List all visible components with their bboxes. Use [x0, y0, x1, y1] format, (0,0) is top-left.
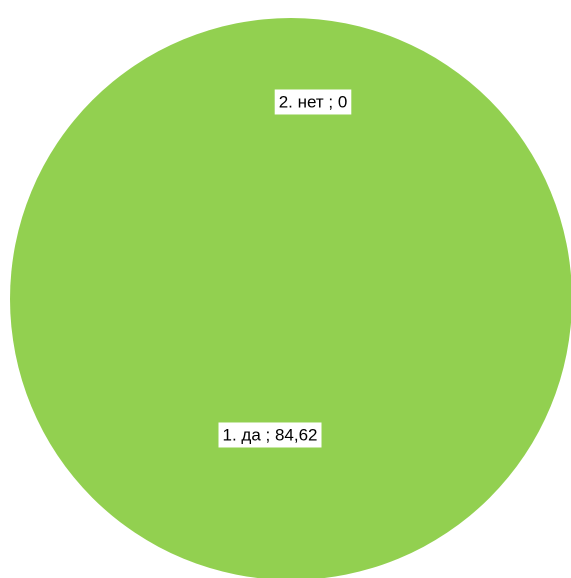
data-label-text: 1. да ; 84,62	[223, 425, 318, 444]
pie-slices	[10, 18, 571, 578]
data-label-background	[218, 422, 322, 448]
pie-slice-1	[10, 18, 571, 578]
data-label-text: 2. нет ; 0	[279, 92, 348, 111]
data-label-1: 1. да ; 84,62	[218, 422, 322, 448]
data-labels: 1. да ; 84,62 2. нет ; 0	[218, 89, 352, 448]
data-label-background	[274, 89, 352, 115]
data-label-2: 2. нет ; 0	[274, 89, 352, 115]
